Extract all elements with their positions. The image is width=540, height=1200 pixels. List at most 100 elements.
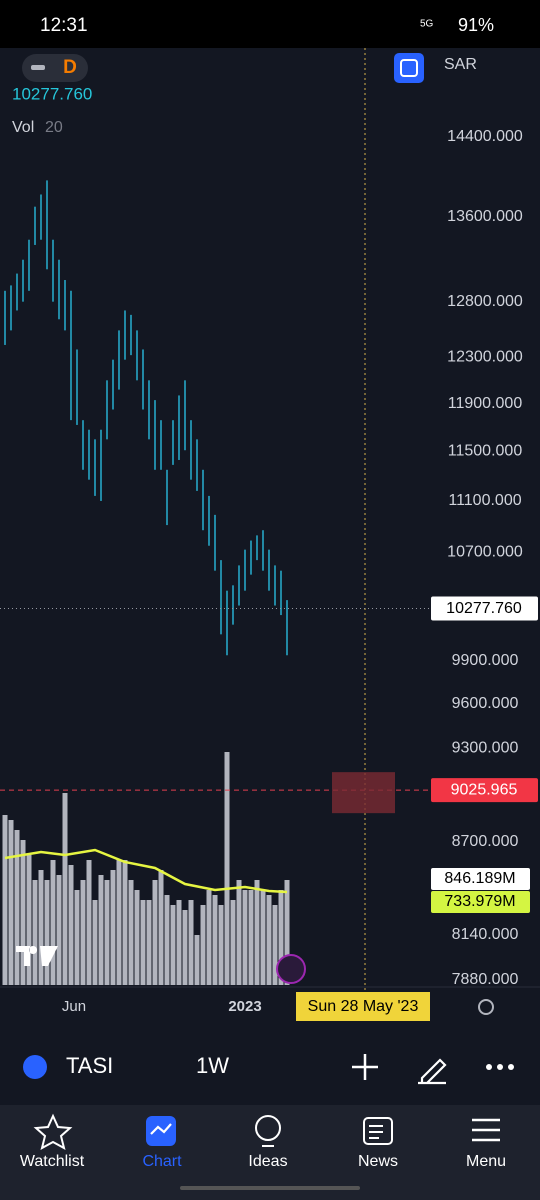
price-tick-label: 14400.000 bbox=[447, 128, 523, 145]
volume-bar bbox=[194, 935, 200, 985]
status-time: 12:31 bbox=[40, 15, 88, 36]
volume-bar bbox=[32, 880, 38, 985]
chart-icon-line bbox=[150, 1123, 172, 1135]
volume-bar bbox=[140, 900, 146, 985]
volume-bar bbox=[188, 900, 194, 985]
status-bar bbox=[0, 0, 540, 48]
volume-bar bbox=[176, 900, 182, 985]
volume-bar bbox=[26, 855, 32, 985]
more-button[interactable] bbox=[486, 1064, 514, 1070]
volume-bar bbox=[236, 880, 242, 985]
draw-button[interactable] bbox=[418, 1058, 447, 1085]
news-icon[interactable] bbox=[363, 1117, 393, 1145]
volume-bar bbox=[116, 860, 122, 985]
volume-bar bbox=[248, 890, 254, 985]
x-tick-label: 2023 bbox=[228, 998, 261, 1015]
symbol-icon bbox=[23, 1055, 47, 1079]
alert-box bbox=[431, 778, 538, 803]
volume-bar bbox=[50, 860, 56, 985]
volume-bar bbox=[242, 890, 248, 985]
volume-bar bbox=[212, 895, 218, 985]
volume-bar bbox=[20, 840, 26, 985]
menu-icon[interactable] bbox=[472, 1118, 500, 1142]
volume-bar bbox=[152, 880, 158, 985]
fullscreen-button[interactable] bbox=[394, 53, 424, 83]
volume-bar bbox=[68, 865, 74, 985]
last-price-label: 10277.760 bbox=[446, 600, 522, 617]
volume-bar bbox=[2, 815, 8, 985]
price-tick-label: 8700.000 bbox=[452, 833, 519, 850]
volume-label-box bbox=[431, 868, 530, 890]
crosshair-date-box bbox=[296, 992, 430, 1021]
flash-button[interactable] bbox=[276, 954, 306, 984]
volume-bar bbox=[230, 900, 236, 985]
volume-bar bbox=[104, 880, 110, 985]
last-price-box bbox=[431, 596, 538, 621]
price-tick-label: 12800.000 bbox=[447, 293, 523, 310]
home-indicator bbox=[180, 1186, 360, 1190]
tv-logo-shape bbox=[16, 946, 58, 966]
nav-label[interactable]: Ideas bbox=[248, 1153, 287, 1170]
nav-label[interactable]: Menu bbox=[466, 1153, 506, 1170]
price-tick-label: 11900.000 bbox=[448, 395, 523, 412]
nav-label[interactable]: Watchlist bbox=[20, 1153, 85, 1170]
interval-pill[interactable] bbox=[22, 54, 88, 82]
volume-bar bbox=[260, 890, 266, 985]
volume-bar bbox=[134, 890, 140, 985]
x-tick-label: Jun bbox=[62, 998, 86, 1015]
add-button[interactable] bbox=[352, 1054, 378, 1080]
crosshair-box bbox=[332, 772, 395, 814]
volume-bar bbox=[86, 860, 92, 985]
fullscreen-icon bbox=[400, 59, 418, 77]
volume-ma bbox=[4, 848, 288, 894]
currency[interactable]: SAR bbox=[444, 56, 477, 73]
price-tick-label: 8140.000 bbox=[452, 926, 519, 943]
volume-bar bbox=[158, 870, 164, 985]
watchlist-icon[interactable] bbox=[33, 1113, 73, 1150]
ideas-icon[interactable] bbox=[255, 1115, 281, 1141]
volume-bar bbox=[110, 870, 116, 985]
alert-label: 9025.965 bbox=[451, 781, 518, 798]
nav-bar bbox=[0, 1105, 540, 1200]
price-tick-label: 7880.000 bbox=[452, 971, 519, 988]
volume-bar bbox=[8, 820, 14, 985]
header-price: 10277.760 bbox=[12, 84, 92, 103]
news-icon-lines bbox=[369, 1125, 383, 1139]
symbol-interval[interactable]: 1W bbox=[196, 1053, 229, 1078]
volume-bar bbox=[182, 910, 188, 985]
volume-bar bbox=[92, 900, 98, 985]
volume-bar bbox=[128, 880, 134, 985]
status-network: 5G bbox=[420, 19, 434, 30]
volume-bar bbox=[170, 905, 176, 985]
volume-bar bbox=[38, 870, 44, 985]
volume-label: 733.979M bbox=[444, 893, 515, 910]
nav-label[interactable]: News bbox=[358, 1153, 398, 1170]
symbol[interactable]: TASI bbox=[66, 1053, 113, 1078]
volume-bar bbox=[44, 880, 50, 985]
nav-label[interactable]: Chart bbox=[142, 1153, 182, 1170]
price-tick-label: 9300.000 bbox=[452, 740, 519, 757]
chart-icon[interactable] bbox=[146, 1116, 176, 1146]
symbol-bar bbox=[0, 1025, 540, 1105]
volume-bar bbox=[200, 905, 206, 985]
volume-bar bbox=[74, 890, 80, 985]
volume-bar bbox=[206, 890, 212, 985]
settings-icon[interactable] bbox=[478, 999, 494, 1015]
volume-bar bbox=[266, 895, 272, 985]
volume-bar bbox=[98, 875, 104, 985]
volume-bar bbox=[80, 880, 86, 985]
price-tick-label: 13600.000 bbox=[447, 208, 523, 225]
volume-label-box bbox=[431, 891, 530, 913]
chart: 14400.000 13600.000 12800.000 12300.000 1190… bbox=[0, 48, 540, 1021]
volume-bar bbox=[122, 860, 128, 985]
price-tick-label: 11100.000 bbox=[448, 492, 521, 509]
price-tick-label: 9600.000 bbox=[452, 695, 519, 712]
volume-bar bbox=[14, 830, 20, 985]
price-tick-label: 10700.000 bbox=[447, 543, 523, 560]
volume-bar bbox=[164, 895, 170, 985]
vol-length: 20 bbox=[45, 119, 63, 136]
volume-bar bbox=[62, 793, 68, 985]
volume-bar bbox=[224, 752, 230, 985]
price-tick-label: 11500.000 bbox=[448, 443, 523, 460]
